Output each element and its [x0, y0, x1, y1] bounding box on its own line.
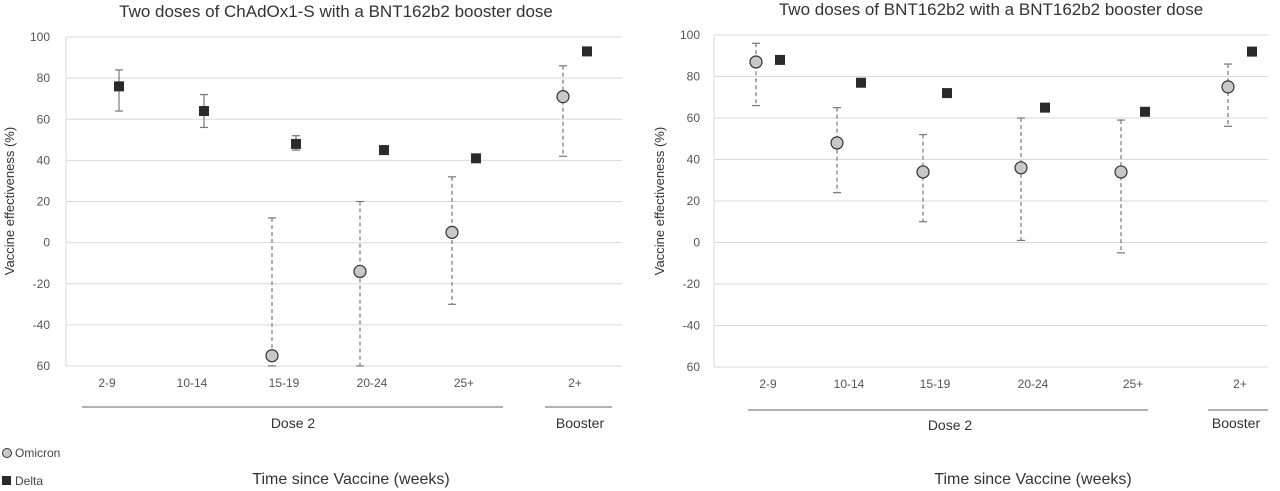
y-tick-label: 40	[687, 153, 701, 167]
omicron-point	[265, 349, 279, 363]
omicron-point	[1014, 161, 1028, 175]
delta-point	[291, 138, 301, 149]
x-tick-label: 2+	[1233, 377, 1247, 391]
y-tick-label: 60	[687, 360, 701, 374]
y-tick-label: 60	[37, 112, 51, 126]
group-label: Booster	[1212, 415, 1261, 431]
group-label: Booster	[556, 415, 605, 431]
y-tick-label: 20	[687, 194, 701, 208]
y-tick-label: 20	[37, 195, 51, 209]
y-tick-label: -40	[33, 318, 51, 332]
delta-point	[471, 153, 481, 164]
y-axis-label: Vaccine effectiveness (%)	[2, 127, 17, 275]
chart-title: Two doses of BNT162b2 with a BNT162b2 bo…	[779, 0, 1203, 19]
x-tick-label: 25+	[1123, 377, 1143, 391]
legend-delta-label: Delta	[15, 474, 43, 488]
chart-title: Two doses of ChAdOx1-S with a BNT162b2 b…	[119, 2, 553, 21]
delta-point	[1247, 46, 1257, 57]
y-tick-label: -40	[683, 319, 701, 333]
y-tick-label: 0	[43, 236, 50, 250]
delta-point	[942, 88, 952, 99]
omicron-point	[353, 264, 367, 279]
omicron-point	[445, 225, 459, 239]
legend-omicron-label: Omicron	[15, 446, 60, 460]
legend: Omicron Delta	[2, 446, 60, 488]
x-axis-title: Time since Vaccine (weeks)	[252, 471, 449, 488]
delta-point	[582, 46, 592, 57]
omicron-point	[749, 55, 763, 69]
delta-point	[775, 54, 785, 65]
legend-delta-marker	[2, 476, 11, 485]
y-axis-label: Vaccine effectiveness (%)	[652, 127, 667, 275]
chart-right: Two doses of BNT162b2 with a BNT162b2 bo…	[652, 0, 1268, 488]
delta-point	[856, 77, 866, 88]
delta-point	[1040, 102, 1050, 113]
y-tick-label: 60	[37, 359, 51, 373]
x-tick-label: 25+	[454, 376, 474, 390]
omicron-point	[916, 165, 930, 179]
x-tick-label: 15-19	[269, 376, 300, 390]
omicron-point	[556, 90, 570, 104]
legend-omicron-marker	[2, 448, 12, 458]
y-tick-label: -20	[33, 277, 51, 291]
y-tick-label: 100	[680, 28, 700, 42]
x-axis-title: Time since Vaccine (weeks)	[934, 471, 1131, 488]
y-tick-label: 40	[37, 153, 51, 167]
y-tick-label: -20	[683, 277, 701, 291]
x-tick-label: 15-19	[920, 377, 951, 391]
y-tick-label: 100	[30, 30, 50, 44]
omicron-point	[1114, 165, 1128, 179]
delta-point	[379, 145, 389, 156]
x-tick-label: 10-14	[834, 377, 865, 391]
chart-left: Two doses of ChAdOx1-S with a BNT162b2 b…	[2, 2, 622, 488]
x-tick-label: 10-14	[177, 376, 208, 390]
x-tick-label: 20-24	[357, 376, 388, 390]
y-tick-label: 60	[687, 111, 701, 125]
x-tick-label: 2+	[568, 376, 582, 390]
omicron-point	[830, 136, 844, 150]
x-tick-label: 20-24	[1018, 377, 1049, 391]
group-label: Dose 2	[928, 417, 973, 433]
omicron-point	[1221, 80, 1235, 94]
x-tick-label: 2-9	[759, 377, 777, 391]
x-tick-label: 2-9	[98, 376, 116, 390]
y-tick-label: 80	[687, 70, 701, 84]
delta-point	[199, 106, 209, 117]
y-tick-label: 0	[693, 236, 700, 250]
y-tick-label: 80	[37, 71, 51, 85]
group-label: Dose 2	[271, 415, 316, 431]
delta-point	[1140, 106, 1150, 117]
delta-point	[114, 81, 124, 92]
